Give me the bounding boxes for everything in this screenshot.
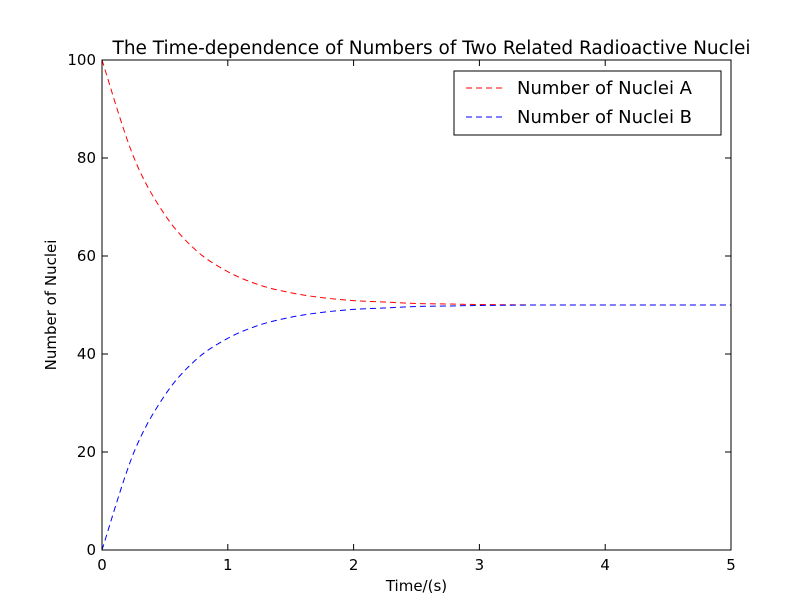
legend: Number of Nuclei A Number of Nuclei B	[453, 70, 722, 136]
y-tick-label: 60	[77, 247, 96, 265]
x-tick-label: 1	[223, 556, 233, 574]
x-tick-label: 3	[475, 556, 485, 574]
plot-frame	[101, 59, 732, 551]
ticks-layer: 0 1 2 3 4 5 0 20 40 60 80 100	[67, 51, 735, 574]
legend-label-nuclei-b: Number of Nuclei B	[517, 107, 692, 128]
x-axis-label: Time/(s)	[385, 577, 447, 595]
y-axis-label: Number of Nuclei	[42, 240, 60, 371]
x-tick-label: 4	[600, 556, 610, 574]
x-tick-label: 2	[349, 556, 359, 574]
y-tick-label: 80	[77, 149, 96, 167]
y-tick-label: 0	[86, 541, 96, 559]
legend-box	[453, 70, 722, 136]
y-tick-label: 40	[77, 345, 96, 363]
series-layer	[101, 59, 731, 551]
x-tick-label: 0	[97, 556, 107, 574]
x-tick-label: 5	[726, 556, 736, 574]
legend-label-nuclei-a: Number of Nuclei A	[517, 78, 693, 99]
chart-title: The Time-dependence of Numbers of Two Re…	[112, 38, 751, 59]
y-tick-label: 20	[77, 443, 96, 461]
series-line-nuclei-b	[101, 304, 731, 551]
y-tick-label: 100	[67, 51, 96, 69]
